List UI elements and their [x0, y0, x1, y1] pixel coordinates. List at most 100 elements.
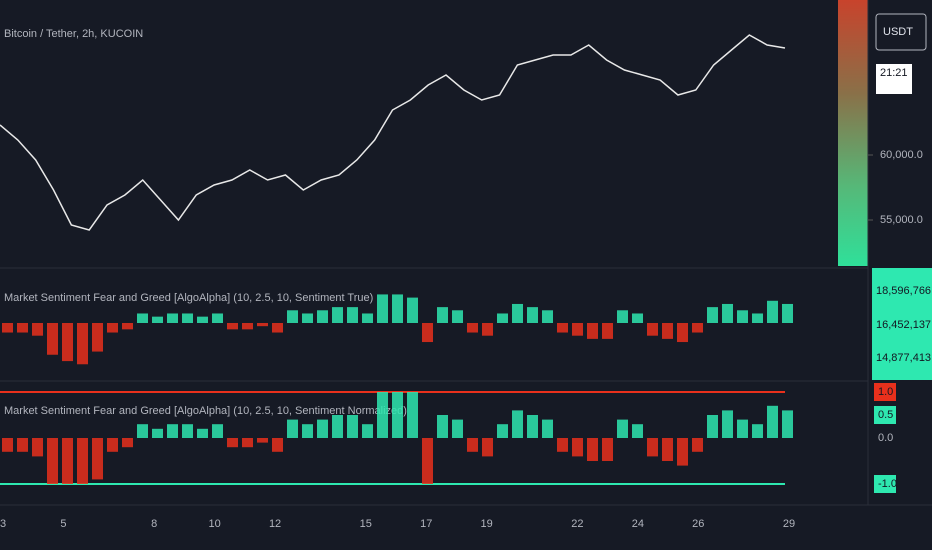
- sentiment-bar: [557, 323, 568, 333]
- countdown: 21:21: [880, 67, 908, 79]
- sentiment-bar: [257, 323, 268, 327]
- normalized-bar: [662, 438, 673, 461]
- normalized-bar: [212, 424, 223, 438]
- sentiment-bar: [542, 310, 553, 323]
- normalized-bar: [257, 438, 268, 443]
- normalized-bar: [452, 419, 463, 438]
- normalized-bar: [272, 438, 283, 452]
- normalized-bar: [497, 424, 508, 438]
- indicator-title: Market Sentiment Fear and Greed [AlgoAlp…: [4, 292, 373, 304]
- normalized-bar: [407, 392, 418, 438]
- normalized-bar: [647, 438, 658, 457]
- sentiment-bar: [632, 313, 643, 323]
- sentiment-bar: [362, 313, 373, 323]
- sentiment-bar: [197, 316, 208, 323]
- sentiment-bar: [62, 323, 73, 362]
- normalized-bar: [737, 419, 748, 438]
- value-label-bg: [872, 268, 932, 380]
- sentiment-bar: [392, 294, 403, 323]
- sentiment-bar: [347, 307, 358, 323]
- sentiment-bar: [242, 323, 253, 330]
- sentiment-bar: [332, 307, 343, 323]
- normalized-bar: [167, 424, 178, 438]
- currency-label[interactable]: USDT: [883, 26, 913, 38]
- tick-label-bg: [874, 406, 896, 424]
- sentiment-bar: [647, 323, 658, 336]
- normalized-bar: [182, 424, 193, 438]
- sentiment-bar: [17, 323, 28, 333]
- sentiment-bar: [317, 310, 328, 323]
- sentiment-bar: [227, 323, 238, 330]
- normalized-bar: [32, 438, 43, 457]
- sentiment-bar: [467, 323, 478, 333]
- normalized-bar: [92, 438, 103, 480]
- sentiment-bar: [167, 313, 178, 323]
- normalized-bar: [2, 438, 13, 452]
- time-label: 26: [692, 518, 704, 530]
- normalized-bar: [617, 419, 628, 438]
- normalized-bar: [422, 438, 433, 484]
- normalized-bar: [17, 438, 28, 452]
- time-label: 10: [208, 518, 220, 530]
- sentiment-bar: [152, 316, 163, 323]
- time-label: 22: [571, 518, 583, 530]
- tick-label: 0.5: [878, 409, 893, 421]
- price-line: [0, 34, 786, 231]
- normalized-bar: [377, 392, 388, 438]
- tick-label: 1.0: [878, 386, 893, 398]
- normalized-bar: [332, 415, 343, 438]
- normalized-bar: [722, 410, 733, 438]
- sentiment-bar: [302, 313, 313, 323]
- currency-button[interactable]: [875, 13, 927, 51]
- time-label: 8: [151, 518, 157, 530]
- time-label: 24: [632, 518, 644, 530]
- sentiment-bar: [707, 307, 718, 323]
- normalized-bar: [347, 415, 358, 438]
- sentiment-bar: [512, 303, 523, 323]
- normalized-bar: [752, 424, 763, 438]
- sentiment-bar: [782, 303, 793, 323]
- sentiment-bar: [92, 323, 103, 352]
- normalized-bar: [572, 438, 583, 457]
- value-label: 18,596,766.6: [876, 285, 932, 297]
- value-label: 16,452,137.2: [876, 319, 932, 331]
- sentiment-bar: [482, 323, 493, 336]
- normalized-bar: [47, 438, 58, 484]
- normalized-bar: [542, 419, 553, 438]
- normalized-bar: [782, 410, 793, 438]
- normalized-bar: [227, 438, 238, 448]
- time-label: 17: [420, 518, 432, 530]
- sentiment-bar: [527, 307, 538, 323]
- tick-label-bg: [874, 475, 896, 493]
- sentiment-bar: [677, 323, 688, 343]
- sentiment-bar: [407, 297, 418, 323]
- normalized-bar: [587, 438, 598, 461]
- normalized-bar: [392, 392, 403, 438]
- value-label: 14,877,413.3: [876, 352, 932, 364]
- normalized-bar: [767, 405, 778, 438]
- sentiment-bar: [107, 323, 118, 333]
- tick-label: -1.0: [878, 478, 897, 490]
- normalized-bar: [107, 438, 118, 452]
- sentiment-bar: [752, 313, 763, 323]
- price-tick-label: 60,000.0: [880, 149, 923, 161]
- sentiment-bar: [587, 323, 598, 339]
- sentiment-bar: [32, 323, 43, 336]
- sentiment-bar: [572, 323, 583, 336]
- sentiment-bar: [137, 313, 148, 323]
- time-label: 15: [360, 518, 372, 530]
- price-tick-label: 55,000.0: [880, 214, 923, 226]
- normalized-bar: [62, 438, 73, 484]
- sentiment-bar: [602, 323, 613, 339]
- normalized-bar: [602, 438, 613, 461]
- normalized-bar: [467, 438, 478, 452]
- normalized-bar: [152, 428, 163, 438]
- normalized-bar: [362, 424, 373, 438]
- tick-label-bg: [874, 383, 896, 401]
- sentiment-bar: [122, 323, 133, 330]
- heat-legend: [838, 0, 868, 266]
- sentiment-bar: [2, 323, 13, 333]
- time-label: 12: [269, 518, 281, 530]
- sentiment-bar: [377, 294, 388, 323]
